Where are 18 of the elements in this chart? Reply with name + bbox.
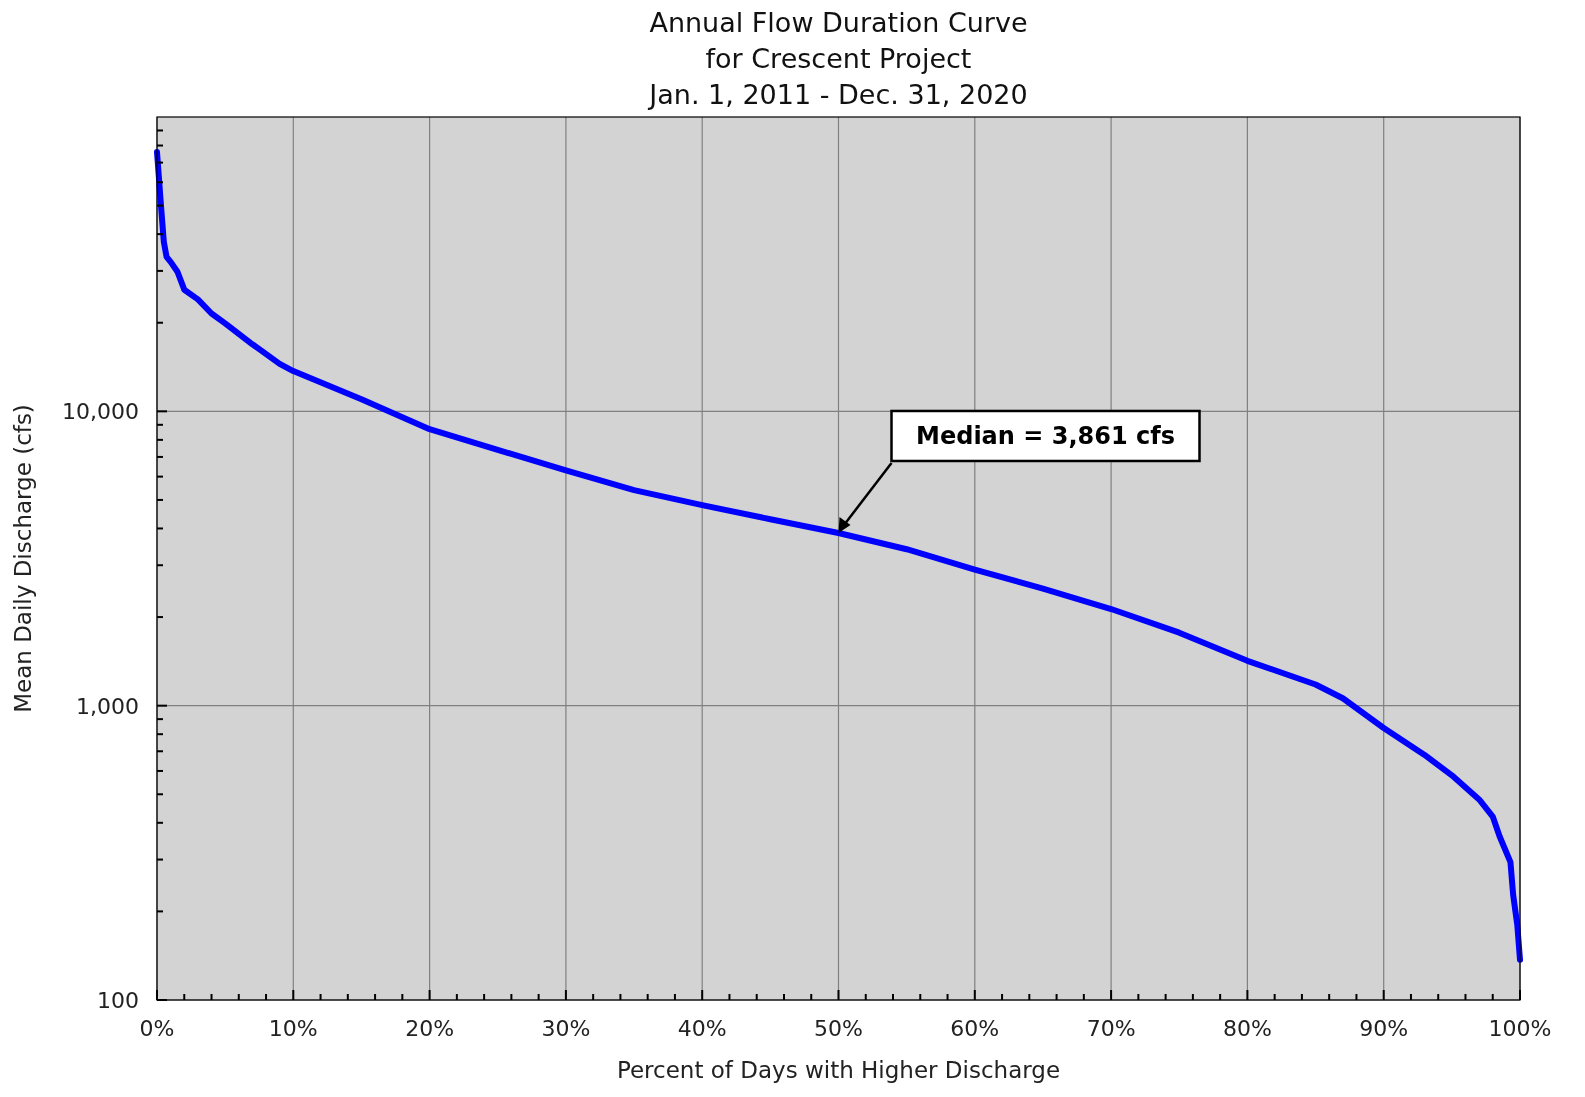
x-tick-label: 60%: [950, 1016, 1000, 1041]
x-axis-title: Percent of Days with Higher Discharge: [616, 1057, 1061, 1083]
x-tick-label: 30%: [541, 1016, 591, 1041]
x-tick-label: 90%: [1359, 1016, 1409, 1041]
x-tick-label: 70%: [1086, 1016, 1136, 1041]
x-tick-label: 0%: [139, 1016, 175, 1041]
y-tick-label: 1,000: [76, 693, 139, 719]
chart-title: Annual Flow Duration Curve for Crescent Project Jan. 1, 2011 - Dec. 31, 2020: [647, 7, 1028, 110]
y-tick-label: 10,000: [62, 399, 139, 425]
x-tick-label: 20%: [405, 1016, 455, 1041]
x-tick-label: 80%: [1222, 1016, 1272, 1041]
x-tick-label: 50%: [814, 1016, 863, 1041]
x-tick-label: 40%: [677, 1016, 727, 1041]
y-tick-label: 100: [97, 988, 139, 1013]
annotation: Median = 3,861 cfs: [916, 421, 1175, 450]
x-tick-label: 10%: [268, 1016, 318, 1041]
x-tick-label: 100%: [1488, 1016, 1552, 1041]
y-axis-title: Mean Daily Discharge (cfs): [10, 404, 36, 713]
